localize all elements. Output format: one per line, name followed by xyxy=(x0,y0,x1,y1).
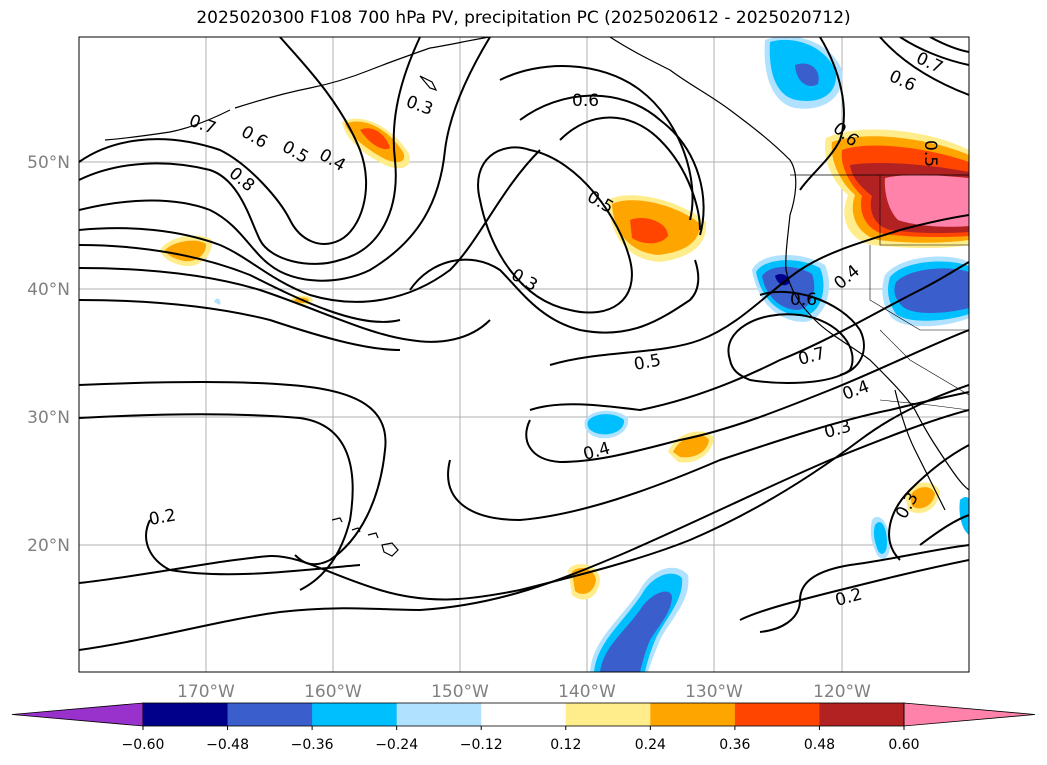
lon-label-120w: 120°W xyxy=(813,682,871,702)
colorbar-segment xyxy=(734,703,820,726)
lat-label-50n: 50°N xyxy=(27,153,70,173)
colorbar-frame xyxy=(142,702,905,727)
colorbar-tick-label: 0.36 xyxy=(719,737,750,753)
colorbar-segment xyxy=(227,703,313,726)
lon-label-140w: 140°W xyxy=(558,682,616,702)
lat-label-30n: 30°N xyxy=(27,408,70,428)
latitude-labels: 50°N 40°N 30°N 20°N xyxy=(27,153,70,556)
contour-label: 0.2 xyxy=(147,506,177,530)
longitude-labels: 170°W 160°W 150°W 140°W 130°W 120°W xyxy=(177,682,871,702)
colorbar-tick-label: −0.12 xyxy=(460,737,503,753)
colorbar xyxy=(11,702,1036,730)
colorbar-extend-low xyxy=(11,702,144,727)
colorbar-tick-label: 0.48 xyxy=(804,737,835,753)
coastlines xyxy=(104,37,969,557)
precip-shading xyxy=(160,37,969,672)
lon-label-160w: 160°W xyxy=(304,682,362,702)
plot-frame xyxy=(78,36,970,673)
colorbar-extend-high xyxy=(903,702,1036,727)
contour-label: 0.5 xyxy=(920,140,940,167)
colorbar-segment xyxy=(396,703,482,726)
contour-label: 0.6 xyxy=(790,290,817,310)
aleutian-islands xyxy=(104,109,231,141)
contour-label: 0.6 xyxy=(572,91,599,111)
colorbar-tick-label: −0.48 xyxy=(206,737,249,753)
lat-label-20n: 20°N xyxy=(27,536,70,556)
contour-label: 0.5 xyxy=(632,351,662,375)
colorbar-segment xyxy=(650,703,736,726)
baja-california xyxy=(894,389,946,511)
pv-contours xyxy=(79,37,969,651)
contour-north-west xyxy=(79,37,368,245)
contour-central-loop xyxy=(477,146,633,314)
contour-mid-west xyxy=(79,380,387,566)
lon-label-170w: 170°W xyxy=(177,682,235,702)
colorbar-tick-label: 0.24 xyxy=(635,737,666,753)
hawaii-islands xyxy=(331,517,343,523)
colorbar-segment xyxy=(481,703,567,726)
colorbar-segment xyxy=(143,703,229,726)
colorbar-tick-label: 0.60 xyxy=(888,737,919,753)
plot-area xyxy=(79,37,969,672)
colorbar-segment xyxy=(565,703,651,726)
colorbar-tick-label: −0.24 xyxy=(375,737,418,753)
north-america-coast xyxy=(609,37,969,491)
lon-label-150w: 150°W xyxy=(431,682,489,702)
lat-label-40n: 40°N xyxy=(27,280,70,300)
colorbar-tick-label: −0.60 xyxy=(122,737,165,753)
lon-label-130w: 130°W xyxy=(685,682,743,702)
colorbar-segment xyxy=(312,703,398,726)
colorbar-labels: −0.60 −0.48 −0.36 −0.24 −0.12 0.12 0.24 0.36 0.4… xyxy=(122,737,920,753)
colorbar-tick-label: −0.36 xyxy=(291,737,334,753)
colorbar-segment xyxy=(819,703,905,726)
colorbar-tick-label: 0.12 xyxy=(550,737,581,753)
map-title: 2025020300 F108 700 hPa PV, precipitatio… xyxy=(196,8,851,28)
